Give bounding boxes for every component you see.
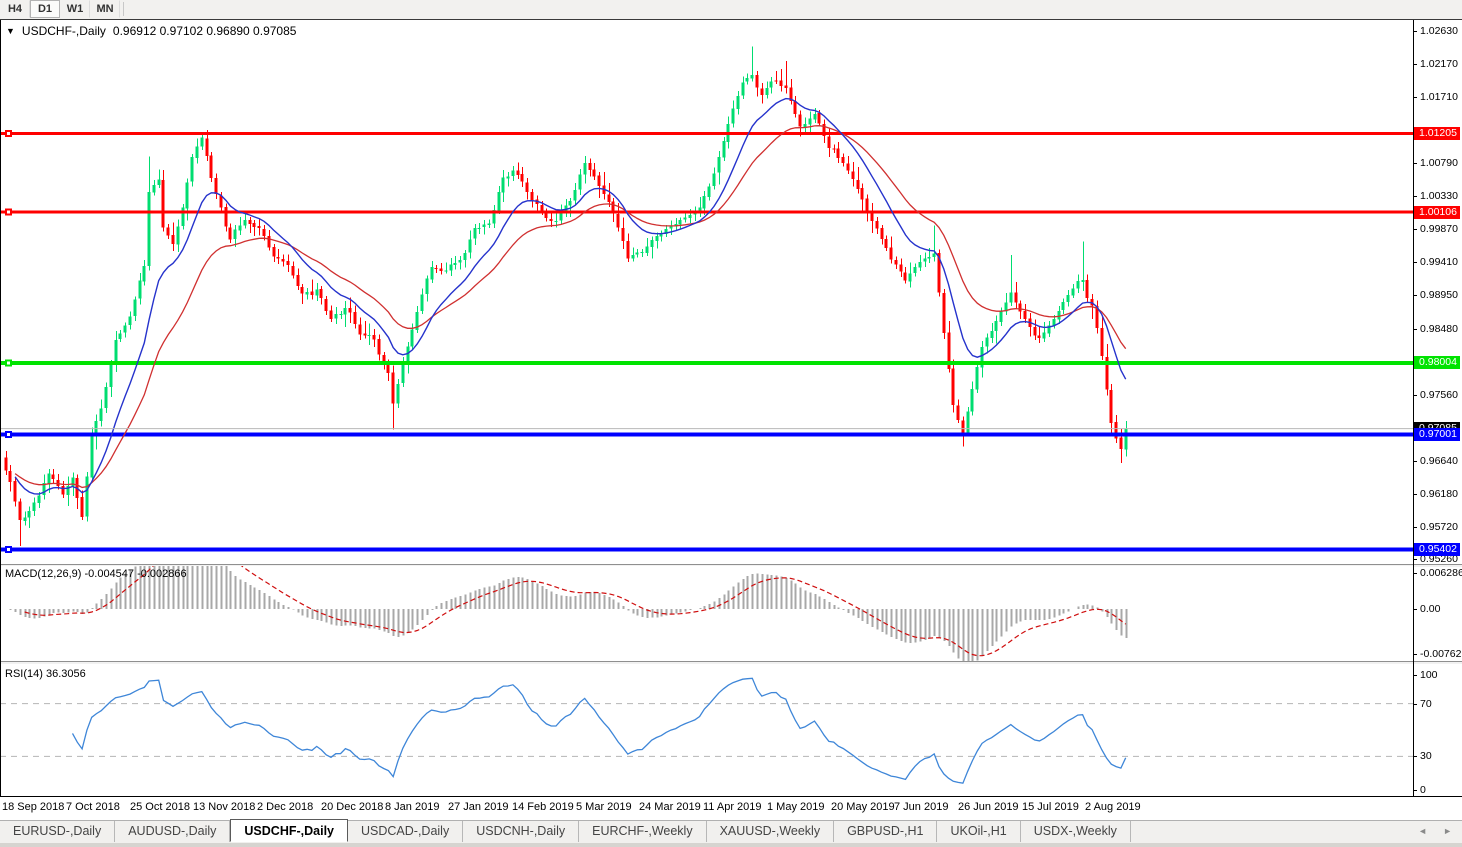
date-label: 27 Jan 2019	[448, 801, 509, 813]
price-tick-0.96180: 0.96180	[1413, 488, 1462, 500]
chart-tab-gbpusd-h1[interactable]: GBPUSD-,H1	[834, 821, 938, 842]
date-label: 8 Jan 2019	[385, 801, 440, 813]
price-tick-1.02170: 1.02170	[1413, 58, 1462, 70]
ma-slow-line	[14, 125, 1127, 489]
hline-1.01205[interactable]	[0, 131, 1413, 135]
pane-separator[interactable]	[0, 661, 1462, 662]
date-label: 5 Mar 2019	[576, 801, 632, 813]
price-axis-border	[1413, 20, 1414, 796]
rsi-line	[71, 677, 1127, 784]
hline-price-label-1.00106: 1.00106	[1414, 206, 1460, 219]
rsi-indicator-pane[interactable]	[0, 664, 1413, 796]
chart-tab-eurusd-daily[interactable]: EURUSD-,Daily	[0, 821, 116, 842]
macd-indicator-pane[interactable]	[0, 566, 1413, 661]
chart-left-border	[0, 20, 1, 796]
hline-price-label-0.95402: 0.95402	[1414, 543, 1460, 556]
macd-axis-0.00: 0.00	[1413, 603, 1462, 615]
date-label: 7 Jun 2019	[894, 801, 949, 813]
rsi-axis-70: 70	[1413, 698, 1462, 710]
rsi-axis-0: 0	[1413, 784, 1462, 796]
chart-tab-usdchf-daily[interactable]: USDCHF-,Daily	[230, 819, 348, 842]
price-tick-0.99410: 0.99410	[1413, 256, 1462, 268]
chart-title: ▼ USDCHF-,Daily 0.96912 0.97102 0.96890 …	[6, 24, 296, 38]
chart-tab-xauusd-weekly[interactable]: XAUUSD-,Weekly	[707, 821, 835, 842]
date-label: 20 Dec 2018	[321, 801, 384, 813]
price-tick-1.01710: 1.01710	[1413, 91, 1462, 103]
chart-ohlc-values: 0.96912 0.97102 0.96890 0.97085	[112, 24, 297, 38]
macd-axis--0.00762: -0.00762	[1413, 648, 1462, 660]
hline-0.97001[interactable]	[0, 432, 1413, 437]
timeframe-button-mn[interactable]: MN	[90, 0, 120, 18]
timeframe-button-d1[interactable]: D1	[30, 0, 60, 18]
macd-histogram	[9, 566, 1128, 661]
date-label: 15 Jul 2019	[1022, 801, 1079, 813]
date-label: 25 Oct 2018	[130, 801, 190, 813]
hline-price-label-0.97001: 0.97001	[1414, 428, 1460, 441]
rsi-label: RSI(14) 36.3056	[5, 668, 86, 680]
chart-tab-usdx-weekly[interactable]: USDX-,Weekly	[1021, 821, 1131, 842]
toolbar-separator	[123, 2, 124, 16]
rsi-axis-100: 100	[1413, 669, 1462, 681]
tab-scroll-right-icon[interactable]: ►	[1443, 826, 1452, 836]
tab-scroll-arrows: ◄ ►	[1418, 826, 1452, 836]
timeframe-button-h4[interactable]: H4	[0, 0, 30, 18]
chart-tab-eurchf-weekly[interactable]: EURCHF-,Weekly	[579, 821, 707, 842]
candlesticks	[4, 46, 1128, 546]
date-label: 20 May 2019	[831, 801, 895, 813]
chart-tab-bar: EURUSD-,Daily AUDUSD-,Daily USDCHF-,Daily U…	[0, 819, 1462, 843]
macd-values: -0.004547 -0.002866	[84, 568, 187, 580]
hline-0.98004[interactable]	[0, 360, 1413, 365]
date-label: 2 Dec 2018	[257, 801, 314, 813]
price-axis[interactable]: 1.02630 1.02170 1.01710 1.00790 1.00330 0.998…	[1413, 0, 1462, 847]
price-tick-0.99870: 0.99870	[1413, 223, 1462, 235]
date-label: 11 Apr 2019	[703, 801, 762, 813]
rsi-axis-30: 30	[1413, 750, 1462, 762]
date-label: 26 Jun 2019	[958, 801, 1019, 813]
chart-window-top-border	[0, 19, 1462, 20]
hline-price-label-0.98004: 0.98004	[1414, 356, 1460, 369]
horizontal-line-objects[interactable]	[0, 129, 1413, 553]
time-axis[interactable]: 18 Sep 2018 7 Oct 2018 25 Oct 2018 13 Nov 2…	[0, 796, 1462, 818]
date-label: 18 Sep 2018	[2, 801, 65, 813]
hline-price-label-1.01205: 1.01205	[1414, 127, 1460, 140]
price-tick-1.00790: 1.00790	[1413, 157, 1462, 169]
price-tick-1.02630: 1.02630	[1413, 25, 1462, 37]
date-label: 13 Nov 2018	[193, 801, 256, 813]
hline-0.95402[interactable]	[0, 547, 1413, 552]
pane-separator-gap	[0, 662, 1462, 664]
price-tick-0.96640: 0.96640	[1413, 455, 1462, 467]
date-label: 24 Mar 2019	[639, 801, 701, 813]
chart-tab-audusd-daily[interactable]: AUDUSD-,Daily	[115, 821, 231, 842]
price-chart-pane[interactable]	[0, 20, 1413, 564]
price-tick-0.95260: 0.95260	[1413, 553, 1462, 565]
price-tick-0.98480: 0.98480	[1413, 323, 1462, 335]
price-tick-0.95720: 0.95720	[1413, 521, 1462, 533]
price-tick-0.97560: 0.97560	[1413, 389, 1462, 401]
chart-tab-usdcad-daily[interactable]: USDCAD-,Daily	[348, 821, 464, 842]
date-label: 1 May 2019	[767, 801, 825, 813]
price-tick-1.00330: 1.00330	[1413, 190, 1462, 202]
chart-tab-usdcnh-daily[interactable]: USDCNH-,Daily	[463, 821, 580, 842]
macd-axis-0.006286: 0.006286	[1413, 567, 1462, 579]
chart-tab-ukoil-h1[interactable]: UKOil-,H1	[937, 821, 1021, 842]
hline-1.00106[interactable]	[0, 210, 1413, 214]
macd-signal-line	[24, 566, 1127, 657]
macd-label: MACD(12,26,9) -0.004547 -0.002866	[5, 568, 187, 580]
tab-scroll-left-icon[interactable]: ◄	[1418, 826, 1428, 836]
rsi-value: 36.3056	[45, 668, 86, 680]
price-tick-0.98950: 0.98950	[1413, 289, 1462, 301]
pane-separator[interactable]	[0, 564, 1462, 565]
chart-symbol-label: USDCHF-,Daily	[21, 24, 106, 38]
timeframe-toolbar: H4 D1 W1 MN	[0, 0, 1462, 19]
date-label: 14 Feb 2019	[512, 801, 574, 813]
ma-fast-line	[14, 97, 1127, 495]
date-label: 2 Aug 2019	[1085, 801, 1141, 813]
chart-collapse-icon[interactable]: ▼	[6, 26, 15, 36]
status-strip	[0, 843, 1462, 847]
date-label: 7 Oct 2018	[66, 801, 120, 813]
timeframe-button-w1[interactable]: W1	[60, 0, 90, 18]
